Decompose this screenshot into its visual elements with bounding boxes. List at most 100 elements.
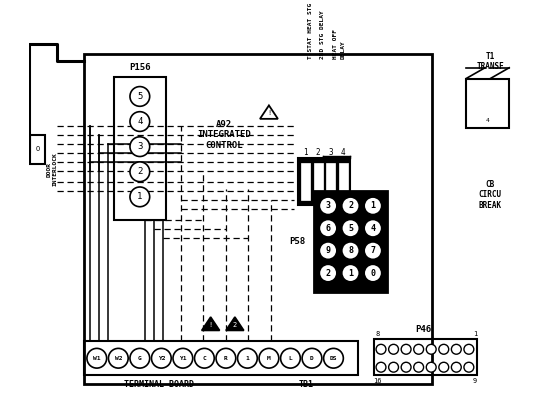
Text: 4: 4 [486,118,490,123]
Text: P58: P58 [290,237,306,246]
Circle shape [87,348,107,368]
Text: DELAY: DELAY [341,40,346,59]
Text: G: G [138,356,142,361]
Text: TERMINAL BOARD: TERMINAL BOARD [124,380,194,389]
Text: 1: 1 [245,356,249,361]
Text: 2: 2 [233,322,237,328]
Circle shape [342,242,360,260]
Text: 1: 1 [348,269,353,278]
Text: DOOR
INTERLOCK: DOOR INTERLOCK [47,152,58,186]
Text: 4: 4 [371,224,376,233]
Circle shape [414,362,424,372]
Circle shape [426,344,436,354]
Circle shape [342,197,360,215]
Text: 3: 3 [137,142,142,151]
Circle shape [130,87,150,106]
Text: 2: 2 [326,269,331,278]
Circle shape [216,348,236,368]
Circle shape [364,197,382,215]
Text: 6: 6 [326,224,331,233]
Text: 1: 1 [371,201,376,210]
Text: 2: 2 [137,167,142,176]
Circle shape [151,348,171,368]
Bar [374,339,477,375]
Text: 7: 7 [371,246,376,255]
Text: 5: 5 [348,224,353,233]
Text: P156: P156 [129,63,151,72]
Text: 9: 9 [326,246,331,255]
Circle shape [388,362,398,372]
Bar [314,163,323,200]
Circle shape [319,264,337,282]
Text: 1: 1 [137,192,142,201]
Text: R: R [224,356,228,361]
Circle shape [319,197,337,215]
Text: Y1: Y1 [179,356,187,361]
Circle shape [324,348,343,368]
Circle shape [173,348,193,368]
Text: Y2: Y2 [157,356,165,361]
Text: 1: 1 [473,331,477,337]
Circle shape [439,344,449,354]
Text: 1: 1 [304,147,308,156]
Text: O: O [35,146,40,152]
Text: 9: 9 [473,378,477,384]
Text: 2: 2 [316,147,321,156]
Circle shape [130,137,150,156]
Text: CB
CIRCU
BREAK: CB CIRCU BREAK [479,180,502,210]
Text: 0: 0 [371,269,376,278]
Circle shape [388,344,398,354]
Circle shape [130,348,150,368]
Text: !: ! [208,322,213,328]
Bar [314,192,387,292]
Text: W1: W1 [93,356,100,361]
Circle shape [342,264,360,282]
Text: !: ! [267,111,271,117]
Circle shape [280,348,300,368]
Circle shape [130,187,150,207]
Text: 3: 3 [329,147,333,156]
Text: C: C [203,356,206,361]
Text: M: M [267,356,271,361]
Circle shape [130,162,150,182]
Circle shape [319,219,337,237]
Bar [84,54,432,384]
Circle shape [364,264,382,282]
Circle shape [130,112,150,132]
Circle shape [452,362,461,372]
Text: 2: 2 [348,201,353,210]
Text: 8: 8 [375,331,379,337]
Circle shape [364,242,382,260]
Text: 4: 4 [137,117,142,126]
Bar [30,135,45,164]
Circle shape [238,348,257,368]
Text: A92
INTEGRATED
CONTROL: A92 INTEGRATED CONTROL [197,120,251,150]
Polygon shape [202,317,219,331]
Circle shape [414,344,424,354]
Bar [114,77,166,220]
Text: P46: P46 [415,325,431,334]
Circle shape [259,348,279,368]
Circle shape [376,362,386,372]
Circle shape [319,242,337,260]
Circle shape [302,348,322,368]
Text: TB1: TB1 [299,380,314,389]
Circle shape [364,219,382,237]
Circle shape [464,344,474,354]
Bar [301,163,310,200]
Text: HEAT OFF: HEAT OFF [334,29,338,59]
Text: 5: 5 [137,92,142,101]
Bar [297,158,350,205]
Circle shape [376,344,386,354]
Text: 8: 8 [348,246,353,255]
Circle shape [401,362,411,372]
Circle shape [426,362,436,372]
Text: DS: DS [330,356,337,361]
Text: 3: 3 [326,201,331,210]
Bar [339,163,348,200]
Polygon shape [226,317,244,331]
Bar [326,163,335,200]
Text: L: L [289,356,293,361]
Circle shape [342,219,360,237]
Text: W2: W2 [115,356,122,361]
